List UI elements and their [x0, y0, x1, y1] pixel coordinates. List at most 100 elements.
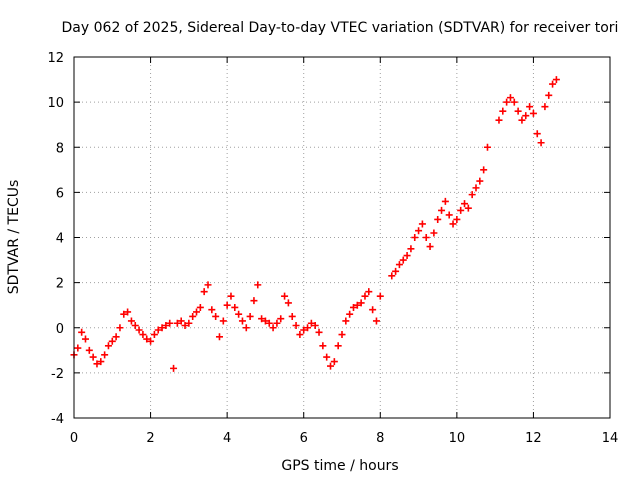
- y-tick-label: 8: [56, 141, 64, 156]
- x-tick-label: 2: [146, 431, 154, 446]
- data-point: [361, 292, 369, 300]
- data-point: [365, 288, 373, 296]
- data-point: [476, 177, 484, 185]
- data-points: [70, 76, 560, 372]
- data-point: [177, 317, 185, 325]
- data-point: [223, 301, 231, 309]
- data-point: [552, 76, 560, 84]
- data-point: [74, 344, 82, 352]
- data-point: [120, 310, 128, 318]
- data-point: [407, 245, 415, 253]
- y-tick-label: 4: [56, 232, 64, 247]
- data-point: [403, 252, 411, 260]
- data-point: [506, 94, 514, 102]
- data-point: [376, 292, 384, 300]
- data-point: [372, 317, 380, 325]
- data-point: [185, 319, 193, 327]
- data-point: [193, 308, 201, 316]
- data-point: [212, 312, 220, 320]
- data-point: [541, 103, 549, 111]
- data-point: [438, 206, 446, 214]
- data-point: [533, 130, 541, 138]
- data-point: [518, 116, 526, 124]
- y-tick-label: 2: [56, 277, 64, 292]
- grid-lines: [74, 57, 610, 418]
- data-point: [238, 317, 246, 325]
- data-point: [434, 215, 442, 223]
- x-tick-label: 8: [376, 431, 384, 446]
- data-point: [85, 346, 93, 354]
- data-point: [472, 184, 480, 192]
- data-point: [338, 331, 346, 339]
- data-point: [112, 333, 120, 341]
- data-point: [200, 288, 208, 296]
- data-point: [196, 303, 204, 311]
- x-axis-label: GPS time / hours: [281, 458, 398, 474]
- x-tick-label: 0: [70, 431, 78, 446]
- data-point: [116, 324, 124, 332]
- data-point: [346, 310, 354, 318]
- data-point: [269, 324, 277, 332]
- data-point: [319, 342, 327, 350]
- x-tick-labels: 0 2 4 6 8 10 12 14: [70, 431, 618, 446]
- y-tick-label: 0: [56, 322, 64, 337]
- data-point: [254, 281, 262, 289]
- data-point: [181, 321, 189, 329]
- data-point: [235, 310, 243, 318]
- data-point: [250, 297, 258, 305]
- data-point: [127, 317, 135, 325]
- x-tick-label: 10: [449, 431, 466, 446]
- x-tick-label: 12: [525, 431, 542, 446]
- data-point: [147, 337, 155, 345]
- data-point: [388, 272, 396, 280]
- data-point: [135, 326, 143, 334]
- chart-title: Day 062 of 2025, Sidereal Day-to-day VTE…: [62, 20, 619, 36]
- y-tick-label: 10: [47, 96, 64, 111]
- data-point: [154, 326, 162, 334]
- data-point: [468, 191, 476, 199]
- data-point: [537, 139, 545, 147]
- data-point: [108, 337, 116, 345]
- data-point: [139, 331, 147, 339]
- data-point: [411, 234, 419, 241]
- data-point: [277, 315, 285, 323]
- data-point: [415, 227, 423, 235]
- data-point: [545, 91, 553, 99]
- data-point: [208, 306, 216, 314]
- data-point: [158, 324, 166, 332]
- data-point: [349, 303, 357, 311]
- data-point: [101, 351, 109, 359]
- y-tick-label: 12: [47, 51, 64, 66]
- x-tick-label: 14: [602, 431, 619, 446]
- data-point: [461, 200, 469, 208]
- data-point: [514, 107, 522, 115]
- data-point: [483, 143, 491, 151]
- data-point: [162, 321, 170, 329]
- data-point: [281, 292, 289, 300]
- data-point: [422, 234, 430, 241]
- data-point: [315, 328, 323, 336]
- data-point: [327, 362, 335, 370]
- data-point: [227, 292, 235, 300]
- data-point: [215, 333, 223, 341]
- data-point: [292, 321, 300, 329]
- data-point: [231, 303, 239, 311]
- data-point: [395, 261, 403, 269]
- y-tick-labels: -4 -2 0 2 4 6 8 10 12: [47, 51, 64, 427]
- data-point: [399, 256, 407, 264]
- data-point: [166, 319, 174, 327]
- x-tick-label: 4: [223, 431, 231, 446]
- data-point: [353, 301, 361, 309]
- data-point: [78, 328, 86, 336]
- data-point: [265, 319, 273, 327]
- data-point: [124, 308, 132, 316]
- data-point: [480, 166, 488, 174]
- y-axis-label: SDTVAR / TECUs: [6, 180, 22, 295]
- data-point: [304, 324, 312, 332]
- y-tick-label: 6: [56, 186, 64, 201]
- data-point: [89, 353, 97, 361]
- data-point: [369, 306, 377, 314]
- data-point: [334, 342, 342, 350]
- data-point: [150, 331, 158, 339]
